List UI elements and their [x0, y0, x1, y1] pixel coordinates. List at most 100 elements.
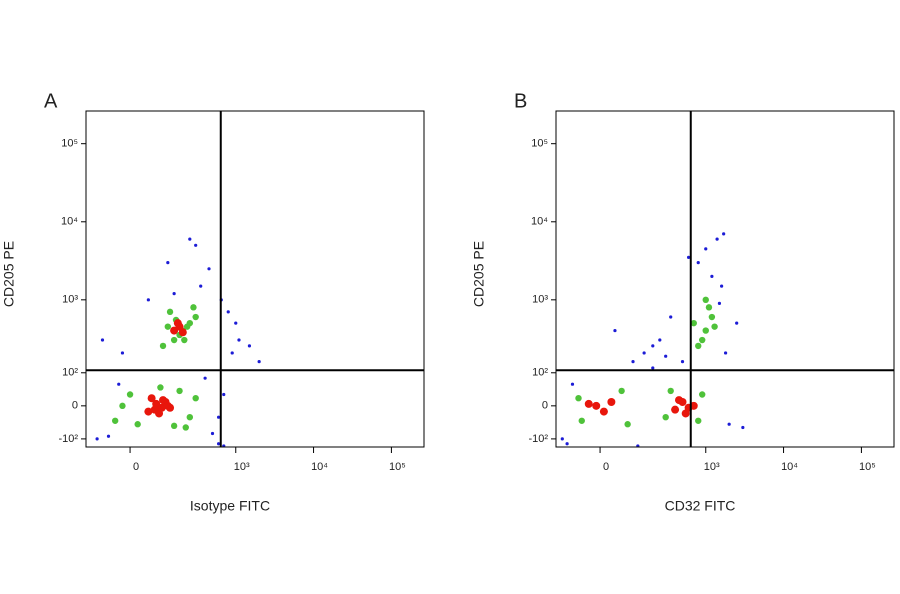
event-point	[192, 394, 199, 402]
event-point	[618, 387, 625, 395]
x-axis-title: Isotype FITC	[190, 498, 270, 514]
event-point	[722, 232, 726, 236]
event-point	[178, 328, 187, 337]
event-point	[186, 413, 194, 421]
event-point	[599, 407, 608, 416]
event-point	[166, 308, 174, 316]
event-point	[702, 327, 709, 334]
event-point	[584, 399, 593, 408]
event-point	[117, 382, 121, 386]
event-point	[578, 417, 585, 424]
event-point	[675, 396, 684, 405]
event-point	[607, 397, 616, 406]
panel-label: A	[44, 90, 58, 112]
event-point	[170, 336, 178, 344]
event-point	[190, 304, 197, 311]
event-point	[257, 360, 261, 364]
x-tick-label: 10³	[704, 461, 720, 473]
event-point	[642, 351, 646, 355]
y-axis-title: CD205 PE	[471, 241, 487, 307]
event-point	[159, 342, 167, 350]
event-point	[126, 391, 134, 398]
event-point	[181, 336, 188, 344]
event-point	[720, 284, 724, 288]
event-point	[651, 344, 655, 348]
panel-label: B	[514, 90, 527, 112]
event-point	[226, 310, 230, 314]
event-point	[216, 442, 221, 446]
event-point	[613, 328, 617, 333]
event-point	[166, 261, 170, 265]
y-tick-label: 10⁴	[61, 216, 78, 228]
x-tick-label: 10⁵	[389, 461, 406, 473]
event-point	[690, 319, 697, 327]
event-point	[699, 336, 706, 344]
y-tick-label: 10³	[62, 294, 78, 306]
event-point	[662, 413, 669, 421]
event-point	[166, 403, 175, 412]
event-point	[106, 434, 111, 438]
event-point	[199, 284, 203, 288]
event-point	[144, 407, 153, 416]
event-point	[150, 405, 159, 414]
y-tick-label: 10²	[532, 367, 548, 379]
event-point	[741, 425, 745, 430]
event-point	[210, 431, 215, 436]
event-point	[560, 437, 564, 441]
event-point	[680, 360, 685, 364]
x-tick-label: 0	[603, 461, 609, 473]
event-point	[681, 409, 690, 418]
y-tick-label: 0	[542, 400, 548, 412]
event-point	[696, 261, 700, 265]
x-axis-title: CD32 FITC	[665, 498, 736, 514]
x-tick-label: 10³	[234, 461, 250, 473]
y-tick-label: 10⁵	[61, 138, 78, 150]
event-point	[575, 394, 582, 402]
event-point	[111, 417, 119, 424]
event-point	[711, 323, 718, 330]
event-point	[192, 313, 199, 321]
event-point	[173, 319, 182, 328]
event-point	[658, 338, 662, 342]
event-point	[624, 421, 631, 428]
event-point	[727, 422, 731, 426]
event-point	[170, 422, 178, 430]
plot-frame	[85, 110, 425, 448]
event-point	[631, 360, 635, 364]
event-point	[705, 304, 713, 311]
event-point	[695, 417, 702, 424]
event-point	[222, 392, 226, 397]
plot-frame	[555, 110, 895, 448]
event-point	[203, 376, 207, 380]
x-tick-label: 0	[133, 461, 139, 473]
event-point	[735, 321, 739, 325]
event-point	[667, 387, 674, 395]
y-tick-label: -10²	[528, 433, 548, 445]
event-point	[194, 243, 198, 247]
event-point	[723, 351, 728, 355]
event-point	[669, 315, 673, 319]
event-point	[100, 338, 105, 342]
event-point	[182, 424, 189, 431]
y-tick-label: 10⁴	[531, 216, 548, 228]
y-tick-label: 0	[72, 400, 78, 412]
y-axis-title: CD205 PE	[1, 241, 17, 307]
event-point	[710, 274, 714, 278]
event-point	[695, 342, 702, 350]
event-point	[119, 402, 126, 410]
event-point	[95, 437, 99, 441]
event-point	[715, 237, 719, 241]
x-tick-label: 10⁴	[781, 461, 798, 473]
event-point	[592, 401, 601, 410]
event-point	[717, 301, 722, 305]
event-point	[230, 351, 234, 355]
event-point	[157, 384, 164, 391]
event-point	[699, 391, 706, 398]
event-point	[651, 366, 655, 370]
event-point	[708, 313, 716, 321]
event-point	[689, 401, 698, 410]
event-point	[146, 298, 150, 302]
y-tick-label: 10⁵	[531, 138, 548, 150]
event-point	[188, 237, 192, 241]
event-point	[702, 296, 709, 304]
